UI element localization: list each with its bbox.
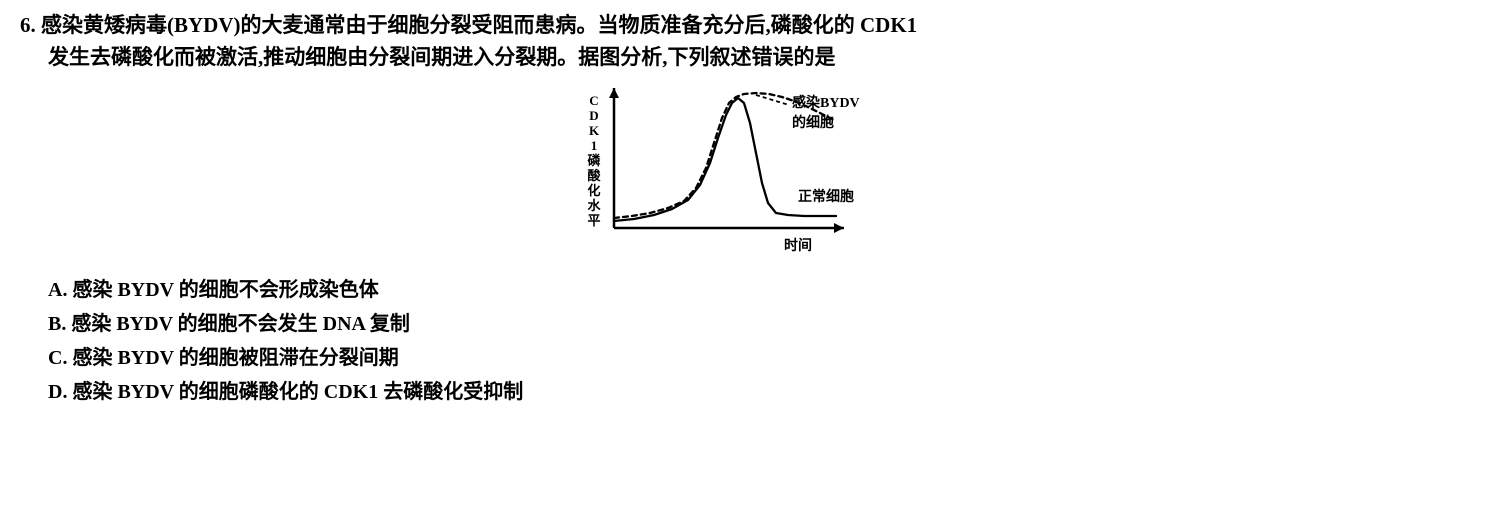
svg-text:水: 水 <box>587 198 601 213</box>
stem-line-1: 感染黄矮病毒(BYDV)的大麦通常由于细胞分裂受阻而患病。当物质准备充分后,磷酸… <box>41 13 917 37</box>
svg-text:正常细胞: 正常细胞 <box>798 188 854 205</box>
option-a: A. 感染 BYDV 的细胞不会形成染色体 <box>48 273 1477 307</box>
stem-line-2: 发生去磷酸化而被激活,推动细胞由分裂间期进入分裂期。据图分析,下列叙述错误的是 <box>20 42 1477 74</box>
chart-container: 感染BYDV 的细胞正常细胞 CDK1磷酸化水平时间 <box>20 83 1477 258</box>
svg-text:K: K <box>588 123 599 138</box>
svg-text:1: 1 <box>590 138 597 153</box>
option-b: B. 感染 BYDV 的细胞不会发生 DNA 复制 <box>48 307 1477 341</box>
question-number: 6. <box>20 13 36 37</box>
options-block: A. 感染 BYDV 的细胞不会形成染色体 B. 感染 BYDV 的细胞不会发生… <box>20 273 1477 409</box>
svg-text:C: C <box>589 93 598 108</box>
line-chart: 感染BYDV 的细胞正常细胞 CDK1磷酸化水平时间 <box>584 83 914 258</box>
svg-text:时间: 时间 <box>784 237 812 254</box>
svg-text:的细胞: 的细胞 <box>792 114 834 131</box>
question-stem: 6. 感染黄矮病毒(BYDV)的大麦通常由于细胞分裂受阻而患病。当物质准备充分后… <box>20 10 1477 73</box>
svg-text:磷: 磷 <box>587 153 601 168</box>
svg-text:平: 平 <box>587 213 600 228</box>
option-d: D. 感染 BYDV 的细胞磷酸化的 CDK1 去磷酸化受抑制 <box>48 375 1477 409</box>
svg-text:感染BYDV: 感染BYDV <box>792 94 860 111</box>
svg-text:酸: 酸 <box>587 168 601 183</box>
svg-text:D: D <box>589 108 598 123</box>
svg-text:化: 化 <box>587 183 600 198</box>
option-c: C. 感染 BYDV 的细胞被阻滞在分裂间期 <box>48 341 1477 375</box>
